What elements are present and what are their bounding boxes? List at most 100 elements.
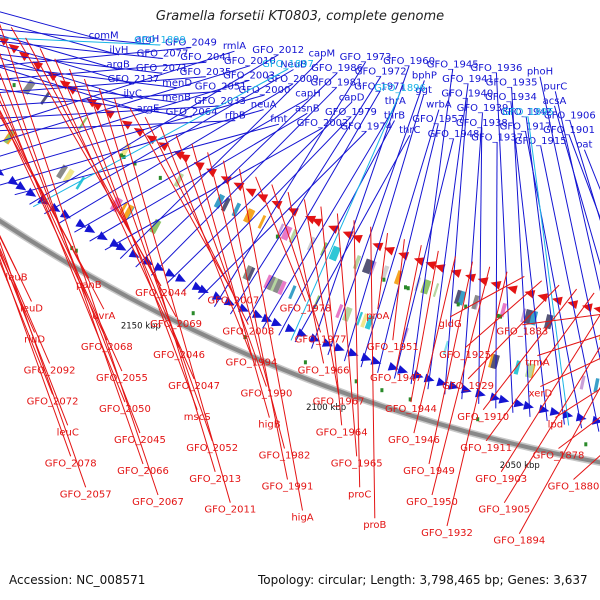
forward-gene-arrow (223, 296, 235, 306)
leader-line (213, 61, 366, 307)
leader-line (255, 176, 306, 302)
cog-block (277, 280, 287, 296)
gene-label: ggt (415, 85, 432, 96)
leader-line (14, 123, 280, 196)
gene-label: GFO_2041 (180, 52, 232, 63)
gene-label: GFO_2078 (45, 458, 97, 469)
gene-label: GFO_2077 (137, 49, 189, 60)
gene-label: GFO_1911 (460, 443, 512, 454)
gene-label: comM (89, 30, 119, 41)
gene-label: GFO_1878 (533, 451, 585, 462)
gene-label: GFO_1964 (316, 427, 368, 438)
gene-label: uvrA (92, 311, 115, 322)
leader-line (327, 80, 425, 356)
forward-gene-arrow (436, 377, 448, 387)
rna-marker (303, 360, 307, 365)
gene-label: GFO_1929 (442, 381, 494, 392)
gene-label: GFO_1979 (325, 107, 377, 118)
rna-marker (158, 175, 162, 180)
cog-block (288, 285, 297, 300)
gene-label: GFO_2137 (108, 74, 160, 85)
cog-block (257, 214, 267, 229)
cog-block (328, 245, 340, 261)
gene-label: proB (363, 520, 386, 531)
gene-label: GFO_2035 (180, 67, 232, 78)
leader-line (0, 53, 162, 74)
forward-gene-arrow (333, 342, 345, 352)
accession-text: Accession: NC_008571 (9, 573, 146, 587)
cog-block (442, 340, 449, 355)
leader-line (568, 134, 600, 219)
leader-line (0, 44, 134, 85)
leader-line (144, 116, 249, 325)
gene-label: thrC (399, 125, 420, 136)
gene-label: GFO_1915 (515, 136, 567, 147)
leader-line (395, 245, 422, 372)
gene-label: GFO_1986 (311, 63, 363, 74)
gene-label: GFO_1906 (544, 111, 596, 122)
leader-line (74, 98, 309, 233)
leader-line (558, 416, 600, 449)
leader-line (245, 91, 381, 322)
gene-label: higA (291, 513, 313, 524)
leader-line (287, 191, 325, 364)
gene-label: GFO_1978 (280, 304, 332, 315)
kbp-tick-label: 2150 kbp (121, 322, 161, 332)
leader-line (44, 69, 294, 215)
reverse-gene-arrow (257, 194, 269, 203)
leader-line (537, 334, 600, 357)
gene-label: GFO_1940 (441, 89, 493, 100)
leader-line (0, 21, 120, 56)
gene-label: GFO_2010 (224, 56, 276, 67)
leader-line (377, 124, 439, 374)
leader-line (320, 206, 343, 426)
gene-label: ilvC (123, 89, 141, 100)
leader-line (525, 131, 583, 429)
forward-gene-arrow (523, 400, 534, 410)
forward-gene-arrow (284, 323, 296, 332)
leader-line (478, 127, 483, 404)
leader-line (166, 101, 352, 284)
leader-line (98, 88, 216, 472)
cog-block (263, 274, 273, 289)
leader-line (413, 256, 456, 434)
leader-line (278, 120, 395, 336)
reverse-gene-arrow (450, 269, 462, 278)
rna-marker (122, 155, 126, 159)
cog-block (266, 275, 276, 291)
gene-label: GFO_1935 (486, 78, 538, 89)
cog-block (242, 265, 253, 280)
leader-line (554, 105, 600, 266)
leader-line (114, 98, 231, 503)
gene-label: GFO_1910 (457, 412, 509, 423)
gene-label: GFO_1932 (421, 528, 473, 539)
gene-label: NeuB (280, 60, 307, 71)
rna-marker (382, 277, 386, 282)
cog-block (499, 302, 507, 318)
gene-label: asnB (295, 103, 320, 114)
gene-label: GFO_1994 (225, 358, 277, 369)
gene-label: higB (258, 420, 280, 431)
leader-line (303, 199, 340, 395)
gene-label: GFO_1905 (478, 505, 530, 516)
gene-label: GFO_2071 (136, 63, 188, 74)
cog-block (490, 354, 500, 370)
gene-label: GFO_1974 (340, 122, 392, 133)
rna-marker (584, 442, 588, 447)
leader-line (135, 72, 338, 268)
cog-block (244, 208, 256, 224)
gene-label: argB (107, 60, 130, 71)
leader-line (0, 109, 105, 310)
leader-line (518, 386, 600, 534)
gene-label: GFO_2072 (27, 396, 79, 407)
leader-line (69, 68, 198, 410)
gene-label: menD (162, 78, 192, 89)
gene-label: thrB (384, 111, 405, 122)
leader-line (428, 261, 473, 465)
reverse-gene-arrow (311, 218, 323, 227)
leader-line (0, 37, 161, 46)
leader-line (393, 138, 454, 379)
gene-label: GFO_1896 (374, 83, 426, 94)
cog-block (272, 278, 283, 294)
